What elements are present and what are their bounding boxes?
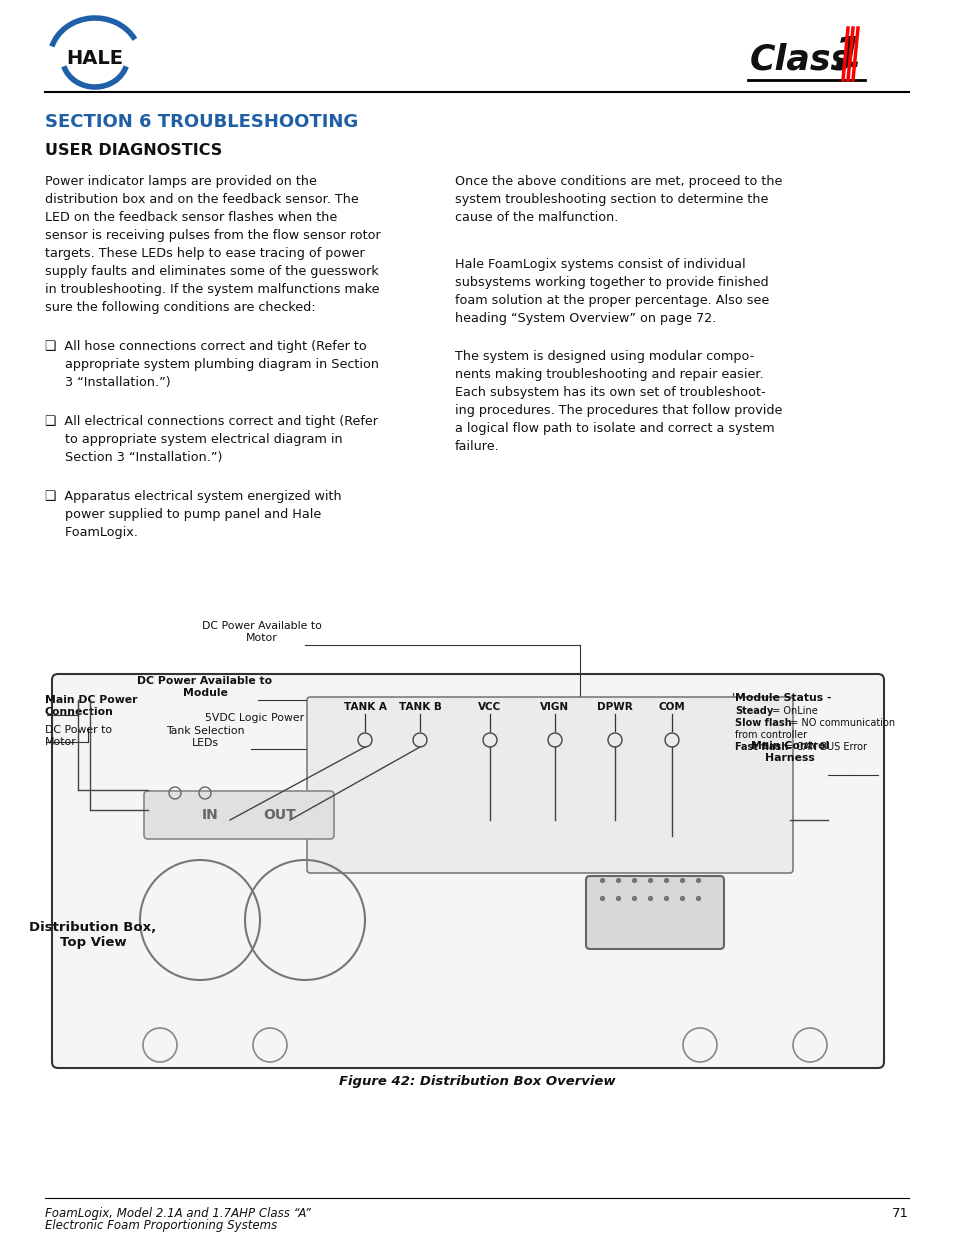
Text: Slow flash: Slow flash xyxy=(734,718,791,727)
FancyBboxPatch shape xyxy=(307,697,792,873)
Text: COM: COM xyxy=(658,701,684,713)
Text: from controller: from controller xyxy=(734,730,806,740)
Text: ❑  Apparatus electrical system energized with
     power supplied to pump panel : ❑ Apparatus electrical system energized … xyxy=(45,490,341,538)
Text: Fast flash: Fast flash xyxy=(734,742,787,752)
Text: Electronic Foam Proportioning Systems: Electronic Foam Proportioning Systems xyxy=(45,1219,277,1233)
Text: DC Power to
Motor: DC Power to Motor xyxy=(45,725,112,747)
Text: TANK B: TANK B xyxy=(398,701,441,713)
Text: The system is designed using modular compo-
nents making troubleshooting and rep: The system is designed using modular com… xyxy=(455,350,781,453)
Text: ❑  All electrical connections correct and tight (Refer
     to appropriate syste: ❑ All electrical connections correct and… xyxy=(45,415,377,464)
FancyBboxPatch shape xyxy=(585,876,723,948)
Text: USER DIAGNOSTICS: USER DIAGNOSTICS xyxy=(45,143,222,158)
Text: HALE: HALE xyxy=(67,48,123,68)
Text: = OnLine: = OnLine xyxy=(768,706,817,716)
FancyBboxPatch shape xyxy=(144,790,334,839)
Text: SECTION 6 TROUBLESHOOTING: SECTION 6 TROUBLESHOOTING xyxy=(45,112,358,131)
Text: DC Power Available to
Module: DC Power Available to Module xyxy=(137,677,273,698)
Text: Module Status -: Module Status - xyxy=(734,693,831,703)
Text: Figure 42: Distribution Box Overview: Figure 42: Distribution Box Overview xyxy=(338,1074,615,1088)
Text: DC Power Available to
Motor: DC Power Available to Motor xyxy=(202,621,321,643)
Text: FoamLogix, Model 2.1A and 1.7AHP Class “A”: FoamLogix, Model 2.1A and 1.7AHP Class “… xyxy=(45,1207,311,1220)
Text: Class: Class xyxy=(749,43,851,77)
Text: DPWR: DPWR xyxy=(597,701,632,713)
Text: IN: IN xyxy=(201,808,218,823)
Text: 71: 71 xyxy=(891,1207,908,1220)
Text: Power indicator lamps are provided on the
distribution box and on the feedback s: Power indicator lamps are provided on th… xyxy=(45,175,380,314)
Text: TANK A: TANK A xyxy=(343,701,386,713)
Text: Tank Selection
LEDs: Tank Selection LEDs xyxy=(166,726,244,748)
Text: = NO communication: = NO communication xyxy=(786,718,894,727)
Text: 1: 1 xyxy=(832,35,862,77)
Text: Main Control
Harness: Main Control Harness xyxy=(750,741,828,763)
Text: VIGN: VIGN xyxy=(539,701,569,713)
FancyBboxPatch shape xyxy=(52,674,883,1068)
Text: OUT: OUT xyxy=(263,808,296,823)
Text: 5VDC Logic Power: 5VDC Logic Power xyxy=(205,713,304,722)
Text: Once the above conditions are met, proceed to the
system troubleshooting section: Once the above conditions are met, proce… xyxy=(455,175,781,224)
Text: ❑  All hose connections correct and tight (Refer to
     appropriate system plum: ❑ All hose connections correct and tight… xyxy=(45,340,378,389)
Text: Hale FoamLogix systems consist of individual
subsystems working together to prov: Hale FoamLogix systems consist of indivi… xyxy=(455,258,768,325)
Text: Steady: Steady xyxy=(734,706,773,716)
Text: Distribution Box,
Top View: Distribution Box, Top View xyxy=(30,921,156,948)
Text: VCC: VCC xyxy=(477,701,501,713)
Text: = CAN BUS Error: = CAN BUS Error xyxy=(781,742,866,752)
Text: Main DC Power
Connection: Main DC Power Connection xyxy=(45,695,137,716)
